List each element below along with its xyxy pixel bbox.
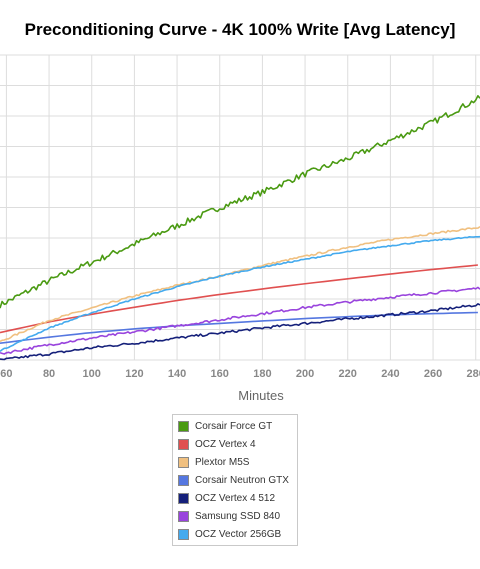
legend-label: OCZ Vector 256GB (195, 528, 282, 540)
legend-swatch (178, 510, 189, 522)
legend-label: OCZ Vertex 4 512 (195, 492, 276, 504)
legend-swatch (178, 474, 189, 486)
legend-label: Samsung SSD 840 (195, 510, 281, 522)
legend-label: Corsair Neutron GTX (195, 474, 289, 486)
legend-item: Plextor M5S (173, 453, 297, 471)
legend-swatch (178, 420, 189, 432)
legend-label: OCZ Vertex 4 (195, 438, 256, 450)
series-lines (0, 95, 480, 361)
legend-item: Samsung SSD 840 (173, 507, 297, 525)
legend-item: OCZ Vector 256GB (173, 525, 297, 543)
legend: Corsair Force GT OCZ Vertex 4 Plextor M5S C… (172, 414, 298, 546)
legend-label: Plextor M5S (195, 456, 250, 468)
x-tick-label: 280 (467, 368, 480, 380)
grid-lines (0, 54, 480, 361)
x-tick-label: 80 (43, 368, 55, 380)
x-tick-label: 60 (0, 368, 12, 380)
legend-item: Corsair Neutron GTX (173, 471, 297, 489)
x-tick-label: 220 (339, 368, 357, 380)
x-tick-label: 100 (83, 368, 101, 380)
legend-swatch (178, 528, 189, 540)
series-line-corsair-force-gt (0, 95, 480, 309)
x-tick-label: 260 (424, 368, 442, 380)
legend-label: Corsair Force GT (195, 420, 273, 432)
x-tick-label: 120 (125, 368, 143, 380)
x-tick-label: 160 (211, 368, 229, 380)
x-tick-labels: 60 80 100 120 140 160 180 200 220 240 260 280 (0, 368, 480, 380)
series-line-plextor-m5s (0, 225, 480, 343)
x-tick-label: 140 (168, 368, 186, 380)
x-axis-label: Minutes (238, 388, 284, 403)
series-line-ocz-vertex-4-512 (0, 303, 480, 361)
legend-swatch (178, 456, 189, 468)
series-line-samsung-ssd-840 (0, 286, 480, 355)
legend-swatch (178, 438, 189, 450)
legend-swatch (178, 492, 189, 504)
x-tick-label: 200 (296, 368, 314, 380)
chart-title: Preconditioning Curve - 4K 100% Write [A… (24, 20, 456, 39)
legend-item: Corsair Force GT (173, 417, 297, 435)
legend-item: OCZ Vertex 4 512 (173, 489, 297, 507)
legend-item: OCZ Vertex 4 (173, 435, 297, 453)
x-tick-label: 240 (381, 368, 399, 380)
series-line-ocz-vector-256gb (0, 235, 480, 353)
x-tick-label: 180 (253, 368, 271, 380)
line-chart: 60 80 100 120 140 160 180 200 220 240 260 280 Minut… (0, 54, 480, 403)
